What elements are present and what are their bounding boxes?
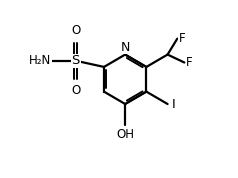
Text: S: S — [72, 54, 80, 67]
Text: H₂N: H₂N — [29, 54, 51, 67]
Text: N: N — [120, 41, 130, 54]
Text: O: O — [71, 24, 80, 37]
Text: I: I — [172, 98, 176, 111]
Text: F: F — [179, 32, 186, 45]
Text: F: F — [186, 56, 193, 69]
Text: O: O — [71, 84, 80, 97]
Text: OH: OH — [116, 128, 134, 141]
